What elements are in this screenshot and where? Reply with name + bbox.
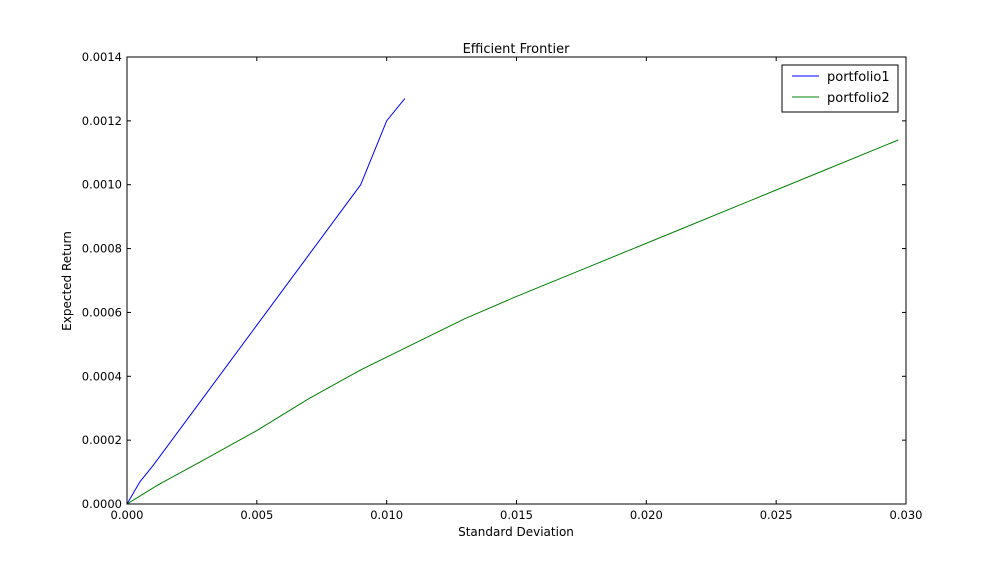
y-tick-label: 0.0010 [82,178,122,192]
y-tick-label: 0.0002 [82,433,122,447]
x-tick-label: 0.000 [111,508,144,522]
y-tick-label: 0.0000 [82,497,122,511]
legend-box [781,64,899,113]
y-tick-label: 0.0012 [82,114,122,128]
x-tick-label: 0.020 [630,508,663,522]
y-tick-label: 0.0004 [82,369,122,383]
x-axis-label: Standard Deviation [458,525,574,539]
series-line-portfolio2 [126,139,899,505]
x-tick-label: 0.015 [500,508,533,522]
series-layer [126,98,899,505]
x-tick-label: 0.030 [890,508,923,522]
chart-title: Efficient Frontier [463,42,570,57]
x-tick-label: 0.010 [370,508,403,522]
y-tick-label: 0.0006 [82,305,122,319]
legend-label-portfolio1: portfolio1 [827,70,890,85]
y-axis-label: Expected Return [60,231,74,331]
x-tick-label: 0.005 [240,508,273,522]
plot-area-frame [126,56,907,505]
legend: portfolio1 portfolio2 [781,64,899,113]
x-tick-label: 0.025 [760,508,793,522]
y-tick-label: 0.0008 [82,242,122,256]
series-line-portfolio1 [126,98,406,505]
y-tick-label: 0.0014 [82,50,122,64]
ticks-layer: 0.000 0.005 0.010 0.015 0.020 0.025 0.030 0.000… [82,50,923,522]
legend-label-portfolio2: portfolio2 [827,91,890,106]
